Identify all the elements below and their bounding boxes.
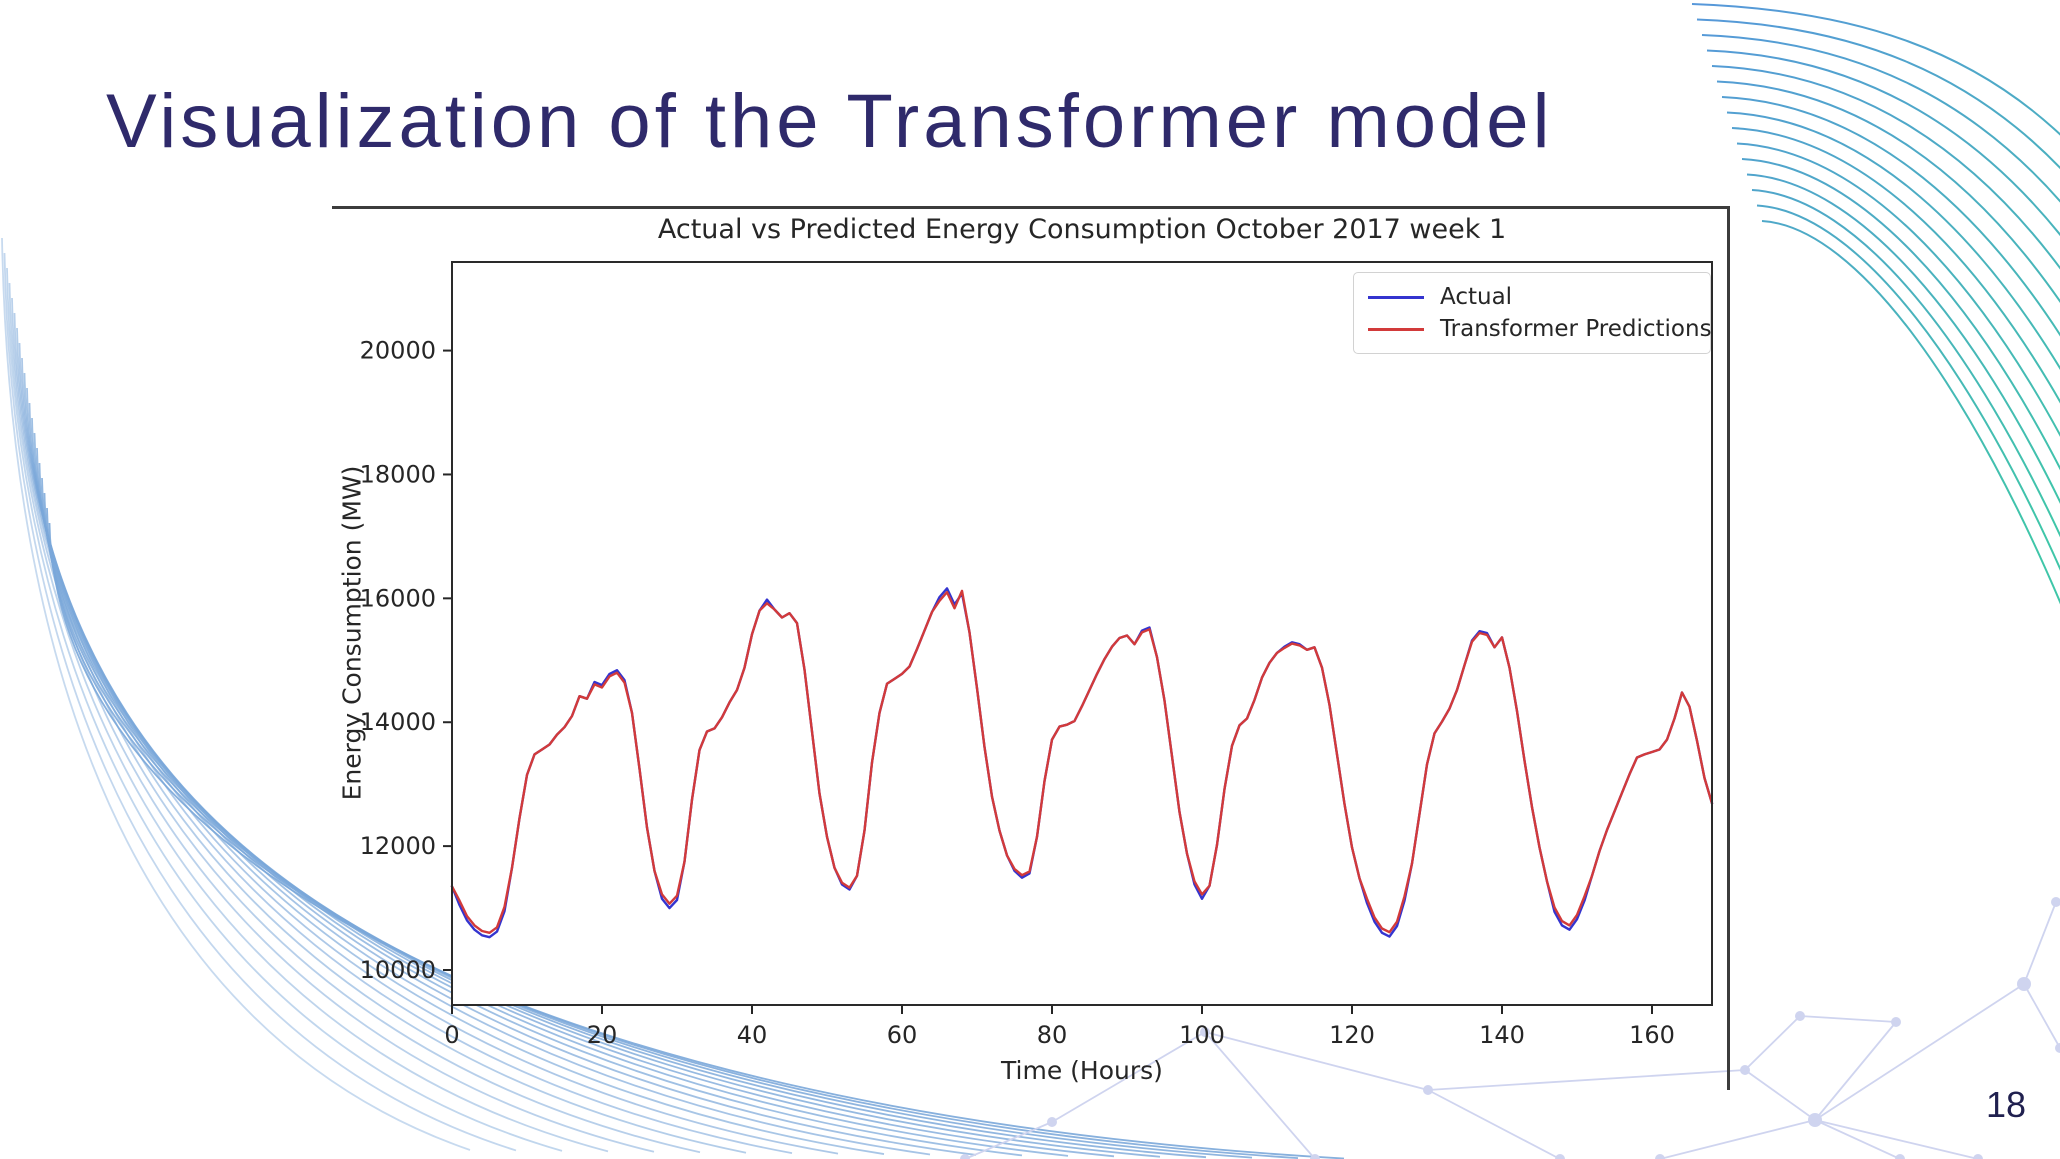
y-tick-label: 18000 [360,460,436,488]
legend-swatch-actual-line [1368,295,1424,299]
legend-label-predictions: Transformer Predictions [1440,316,1712,342]
wave-pattern-bottom-left [1,237,1345,1159]
x-tick-label: 140 [1479,1021,1525,1049]
network-graph-pattern [960,897,2060,1159]
x-tick-label: 120 [1329,1021,1375,1049]
figure-frame-top-line [332,206,1730,209]
plot-area [452,262,1712,1005]
legend-swatch-predictions-line [1368,327,1424,331]
y-tick-label: 16000 [360,584,436,612]
plot-spines [451,261,1713,1006]
y-tick-label: 14000 [360,708,436,736]
x-tick-label: 100 [1179,1021,1225,1049]
y-axis-label: Energy Consumption (MW) [337,465,367,801]
slide-title: Visualization of the Transformer model [106,79,1554,164]
x-tick-label: 60 [887,1021,918,1049]
x-tick-label: 20 [587,1021,618,1049]
chart-legend: Actual Transformer Predictions [1353,272,1712,354]
wave-pattern-top-right [1691,3,2060,605]
series-line-transformer-predictions [450,589,1714,934]
x-axis-label: Time (Hours) [1001,1056,1163,1085]
page-number: 18 [1986,1084,2027,1125]
x-tick-label: 0 [444,1021,459,1049]
legend-entry-predictions: Transformer Predictions [1368,313,1712,345]
y-tick-label: 20000 [360,337,436,365]
y-tick-label: 12000 [360,832,436,860]
legend-entry-actual: Actual [1368,281,1698,313]
x-tick-label: 160 [1629,1021,1675,1049]
legend-label-actual: Actual [1440,284,1513,310]
x-tick-label: 80 [1037,1021,1068,1049]
figure-frame-right-line [1727,206,1730,1090]
x-tick-label: 40 [737,1021,768,1049]
y-tick-label: 10000 [360,956,436,984]
axis-ticks: 10000 12000 14000 16000 18000 20000 0 20 40 60 80 1… [360,337,1675,1049]
chart-title: Actual vs Predicted Energy Consumption O… [657,214,1507,245]
